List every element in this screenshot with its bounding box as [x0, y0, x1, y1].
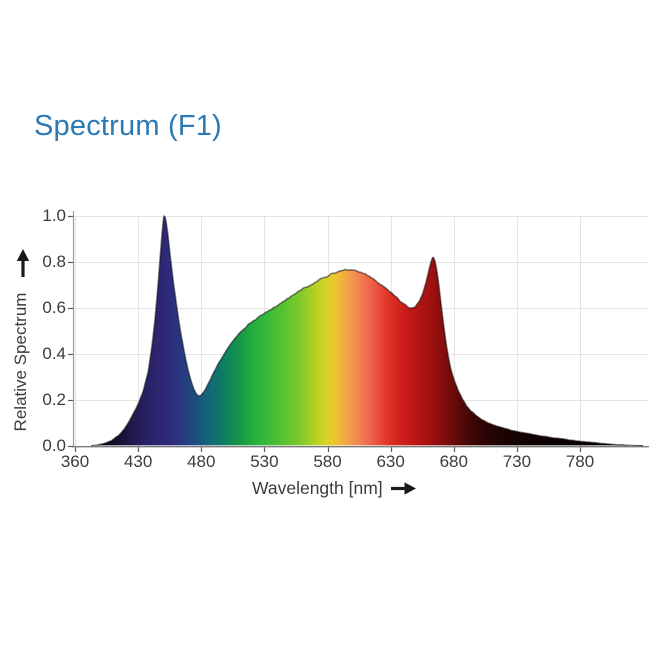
y-tick-label: 0.6 — [42, 298, 66, 317]
x-axis-title-label: Wavelength [nm] — [252, 478, 383, 498]
x-tick-label: 430 — [123, 452, 153, 471]
x-axis-title: Wavelength [nm] — [252, 478, 416, 499]
y-tick-label: 0.2 — [42, 390, 66, 409]
y-tick-label: 0.4 — [42, 344, 66, 363]
right-arrow-icon — [390, 482, 416, 495]
y-tick-label: 0.0 — [42, 436, 66, 455]
y-tick-label: 1.0 — [42, 206, 66, 225]
x-tick-label: 730 — [502, 452, 532, 471]
x-tick-label: 480 — [187, 452, 216, 471]
spectrum-canvas — [0, 190, 655, 490]
page-title: Spectrum (F1) — [34, 110, 222, 142]
up-arrow-icon — [16, 249, 30, 277]
x-tick-label: 580 — [313, 452, 342, 471]
x-tick-label: 630 — [376, 452, 405, 471]
y-tick-label: 0.8 — [42, 252, 66, 271]
x-tick-label: 360 — [60, 452, 90, 471]
x-tick-label: 530 — [250, 452, 279, 471]
x-tick-label: 780 — [565, 452, 595, 471]
x-tick-label: 680 — [439, 452, 468, 471]
spectrum-chart: Relative Spectrum 1.0 0.8 0.6 0.4 0.2 0.0 360… — [0, 185, 655, 515]
